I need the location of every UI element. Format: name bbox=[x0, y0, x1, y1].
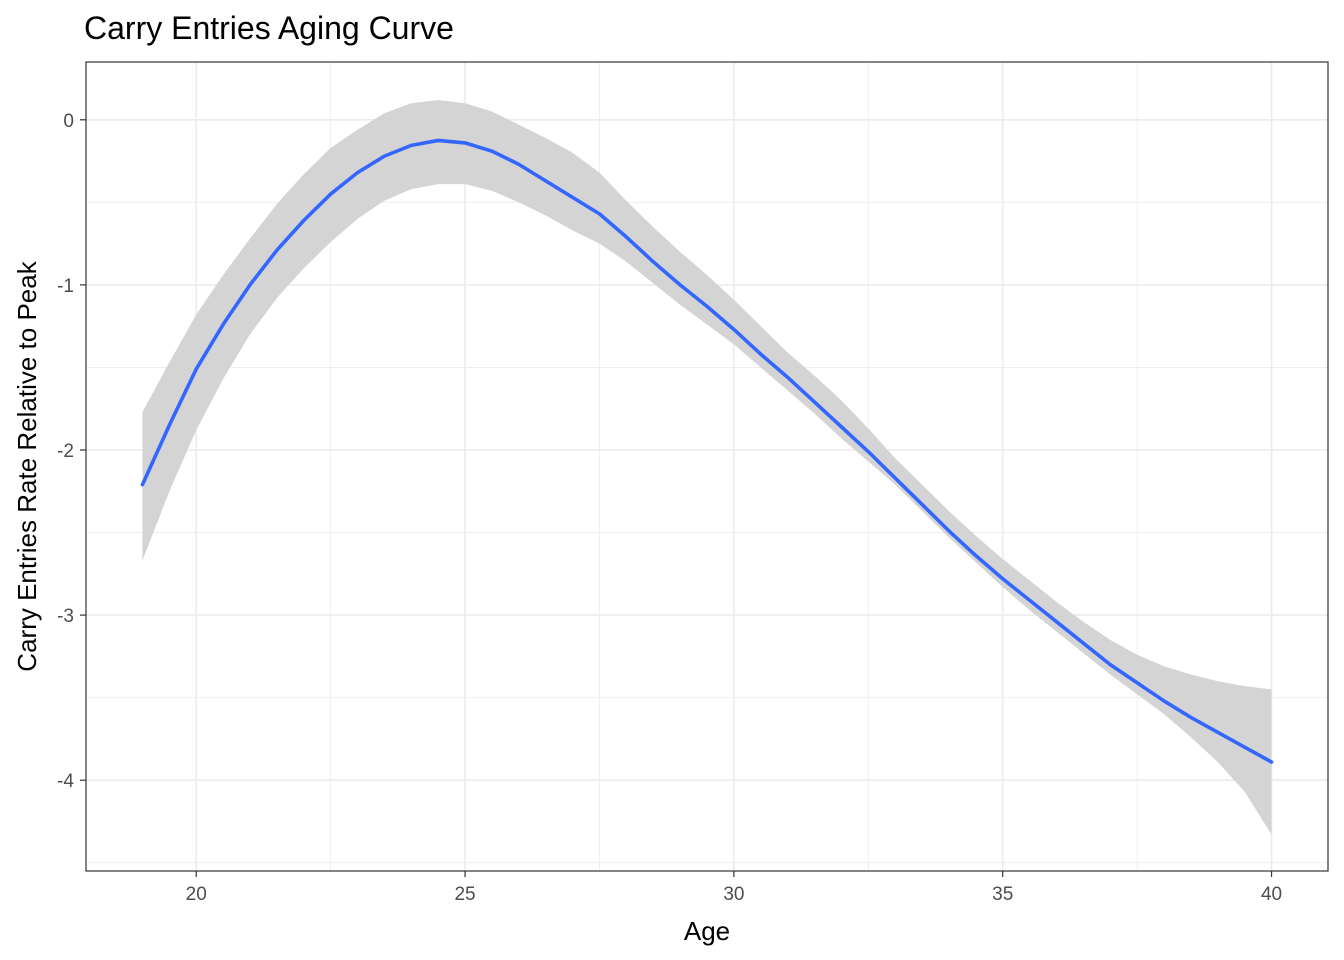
x-tick-label: 40 bbox=[1261, 884, 1282, 905]
x-axis-title: Age bbox=[684, 916, 730, 946]
panel-border bbox=[85, 61, 1329, 872]
x-tick-label: 20 bbox=[186, 884, 207, 905]
x-tick-label: 35 bbox=[992, 884, 1013, 905]
aging-curve-line bbox=[140, 138, 1274, 764]
axis-ticks: 20 25 30 35 40 0 -1 -2 -3 -4 bbox=[57, 111, 1282, 905]
y-tick-label: -3 bbox=[57, 606, 74, 627]
chart-title: Carry Entries Aging Curve bbox=[84, 10, 454, 46]
x-tick-label: 30 bbox=[723, 884, 744, 905]
y-tick-label: -2 bbox=[57, 441, 74, 462]
y-axis-title: Carry Entries Rate Relative to Peak bbox=[12, 260, 42, 671]
y-tick-label: -1 bbox=[57, 276, 74, 297]
y-tick-label: 0 bbox=[63, 111, 74, 132]
x-tick-label: 25 bbox=[454, 884, 475, 905]
y-tick-label: -4 bbox=[57, 771, 74, 792]
panel-background bbox=[86, 62, 1328, 871]
